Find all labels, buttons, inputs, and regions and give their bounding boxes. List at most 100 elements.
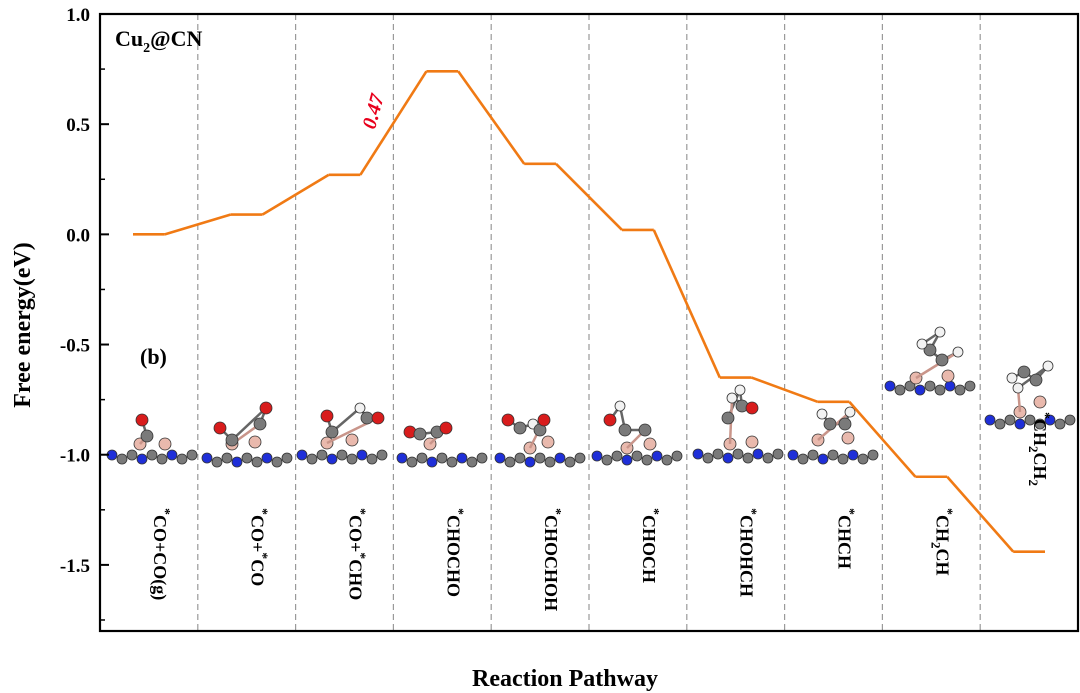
substrate-atom xyxy=(914,384,926,396)
substrate-atom xyxy=(752,448,764,460)
substrate-atom xyxy=(316,449,328,461)
substrate-atom xyxy=(231,456,243,468)
substrate-atom xyxy=(702,452,714,464)
adsorbate-atom xyxy=(1012,382,1024,394)
substrate-atom xyxy=(476,452,488,464)
energy-connector xyxy=(751,376,819,404)
substrate-atom xyxy=(1044,414,1056,426)
substrate-atom xyxy=(867,449,879,461)
adsorbate-atom xyxy=(501,413,515,427)
substrate-atom xyxy=(722,452,734,464)
substrate-atom xyxy=(396,452,408,464)
plot-frame xyxy=(98,12,1080,633)
substrate-atom xyxy=(241,452,253,464)
substrate-atom xyxy=(1064,414,1076,426)
substrate-atom xyxy=(827,449,839,461)
y-tick-label: 0.5 xyxy=(66,115,90,136)
bond xyxy=(231,407,267,441)
substrate-atom xyxy=(156,453,168,465)
adsorbate-atom xyxy=(1017,365,1031,379)
adsorbate-atom xyxy=(618,423,632,437)
adsorbate-atom xyxy=(325,425,339,439)
molecule-structures xyxy=(106,326,1076,468)
substrate-atom xyxy=(356,449,368,461)
substrate-atom xyxy=(641,454,653,466)
substrate-atom xyxy=(1034,418,1046,430)
substrate-atom xyxy=(326,453,338,465)
substrate-atom xyxy=(692,448,704,460)
step-label: *CO+*CHO xyxy=(346,508,368,600)
substrate-atom xyxy=(146,449,158,461)
substrate-atom xyxy=(661,454,673,466)
adsorbate-atom xyxy=(923,343,937,357)
substrate-atom xyxy=(406,456,418,468)
substrate-atom xyxy=(772,448,784,460)
substrate-atom xyxy=(416,452,428,464)
substrate-atom xyxy=(221,452,233,464)
substrate-atom xyxy=(504,456,516,468)
substrate-atom xyxy=(742,452,754,464)
substrate-atom xyxy=(126,449,138,461)
adsorbate-atom xyxy=(413,427,427,441)
substrate-atom xyxy=(762,452,774,464)
bond xyxy=(915,350,959,380)
substrate-atom xyxy=(1014,418,1026,430)
adsorbate-atom xyxy=(320,409,334,423)
substrate-atom xyxy=(281,452,293,464)
copper-atom xyxy=(745,435,759,449)
substrate-atom xyxy=(787,449,799,461)
substrate-atom xyxy=(306,453,318,465)
step-label: *CHCH xyxy=(835,508,857,569)
substrate-atom xyxy=(631,450,643,462)
substrate-atom xyxy=(847,449,859,461)
step-label: *CH2CH2 xyxy=(1026,412,1052,486)
adsorbate-atom xyxy=(823,417,837,431)
panel-title: Cu2@CN xyxy=(115,26,202,56)
substrate-atom xyxy=(574,452,586,464)
adsorbate-atom xyxy=(614,400,626,412)
y-tick-label: 1.0 xyxy=(66,5,90,26)
substrate-atom xyxy=(621,454,633,466)
substrate-atom xyxy=(186,449,198,461)
step-label: *CHOHCH xyxy=(737,508,759,597)
substrate-atom xyxy=(136,453,148,465)
substrate-atom xyxy=(1024,414,1036,426)
adsorbate-atom xyxy=(1006,372,1018,384)
adsorbate-atom xyxy=(638,423,652,437)
energy-connector xyxy=(261,173,330,216)
substrate-atom xyxy=(494,452,506,464)
adsorbate-atom xyxy=(1042,360,1054,372)
adsorbate-atom xyxy=(360,411,374,425)
substrate-atom xyxy=(514,452,526,464)
separator-grid xyxy=(197,14,981,631)
substrate-atom xyxy=(924,380,936,392)
substrate-atom xyxy=(671,450,683,462)
step-label: *CHOCH xyxy=(639,508,661,583)
substrate-atom xyxy=(712,448,724,460)
adsorbate-atom xyxy=(844,406,856,418)
energy-connector xyxy=(848,400,917,478)
substrate-atom xyxy=(524,456,536,468)
copper-atom xyxy=(841,431,855,445)
adsorbate-atom xyxy=(140,429,154,443)
energy-connector xyxy=(555,162,623,231)
y-axis-title: Free energy(eV) xyxy=(10,242,36,407)
energy-connector xyxy=(457,70,526,165)
substrate-atom xyxy=(211,456,223,468)
energy-connector xyxy=(164,213,232,236)
copper-atom xyxy=(158,437,172,451)
y-tick-label: -1.5 xyxy=(60,556,90,577)
adsorbate-atom xyxy=(935,353,949,367)
adsorbate-atom xyxy=(225,433,239,447)
adsorbate-atom xyxy=(816,408,828,420)
energy-connector xyxy=(946,475,1015,553)
adsorbate-atom xyxy=(916,338,928,350)
adsorbate-atom xyxy=(603,413,617,427)
adsorbate-atom xyxy=(213,421,227,435)
adsorbate-atom xyxy=(721,411,735,425)
energy-connector xyxy=(359,70,428,176)
adsorbate-atom xyxy=(135,413,149,427)
energy-connector xyxy=(652,229,721,379)
substrate-atom xyxy=(651,450,663,462)
